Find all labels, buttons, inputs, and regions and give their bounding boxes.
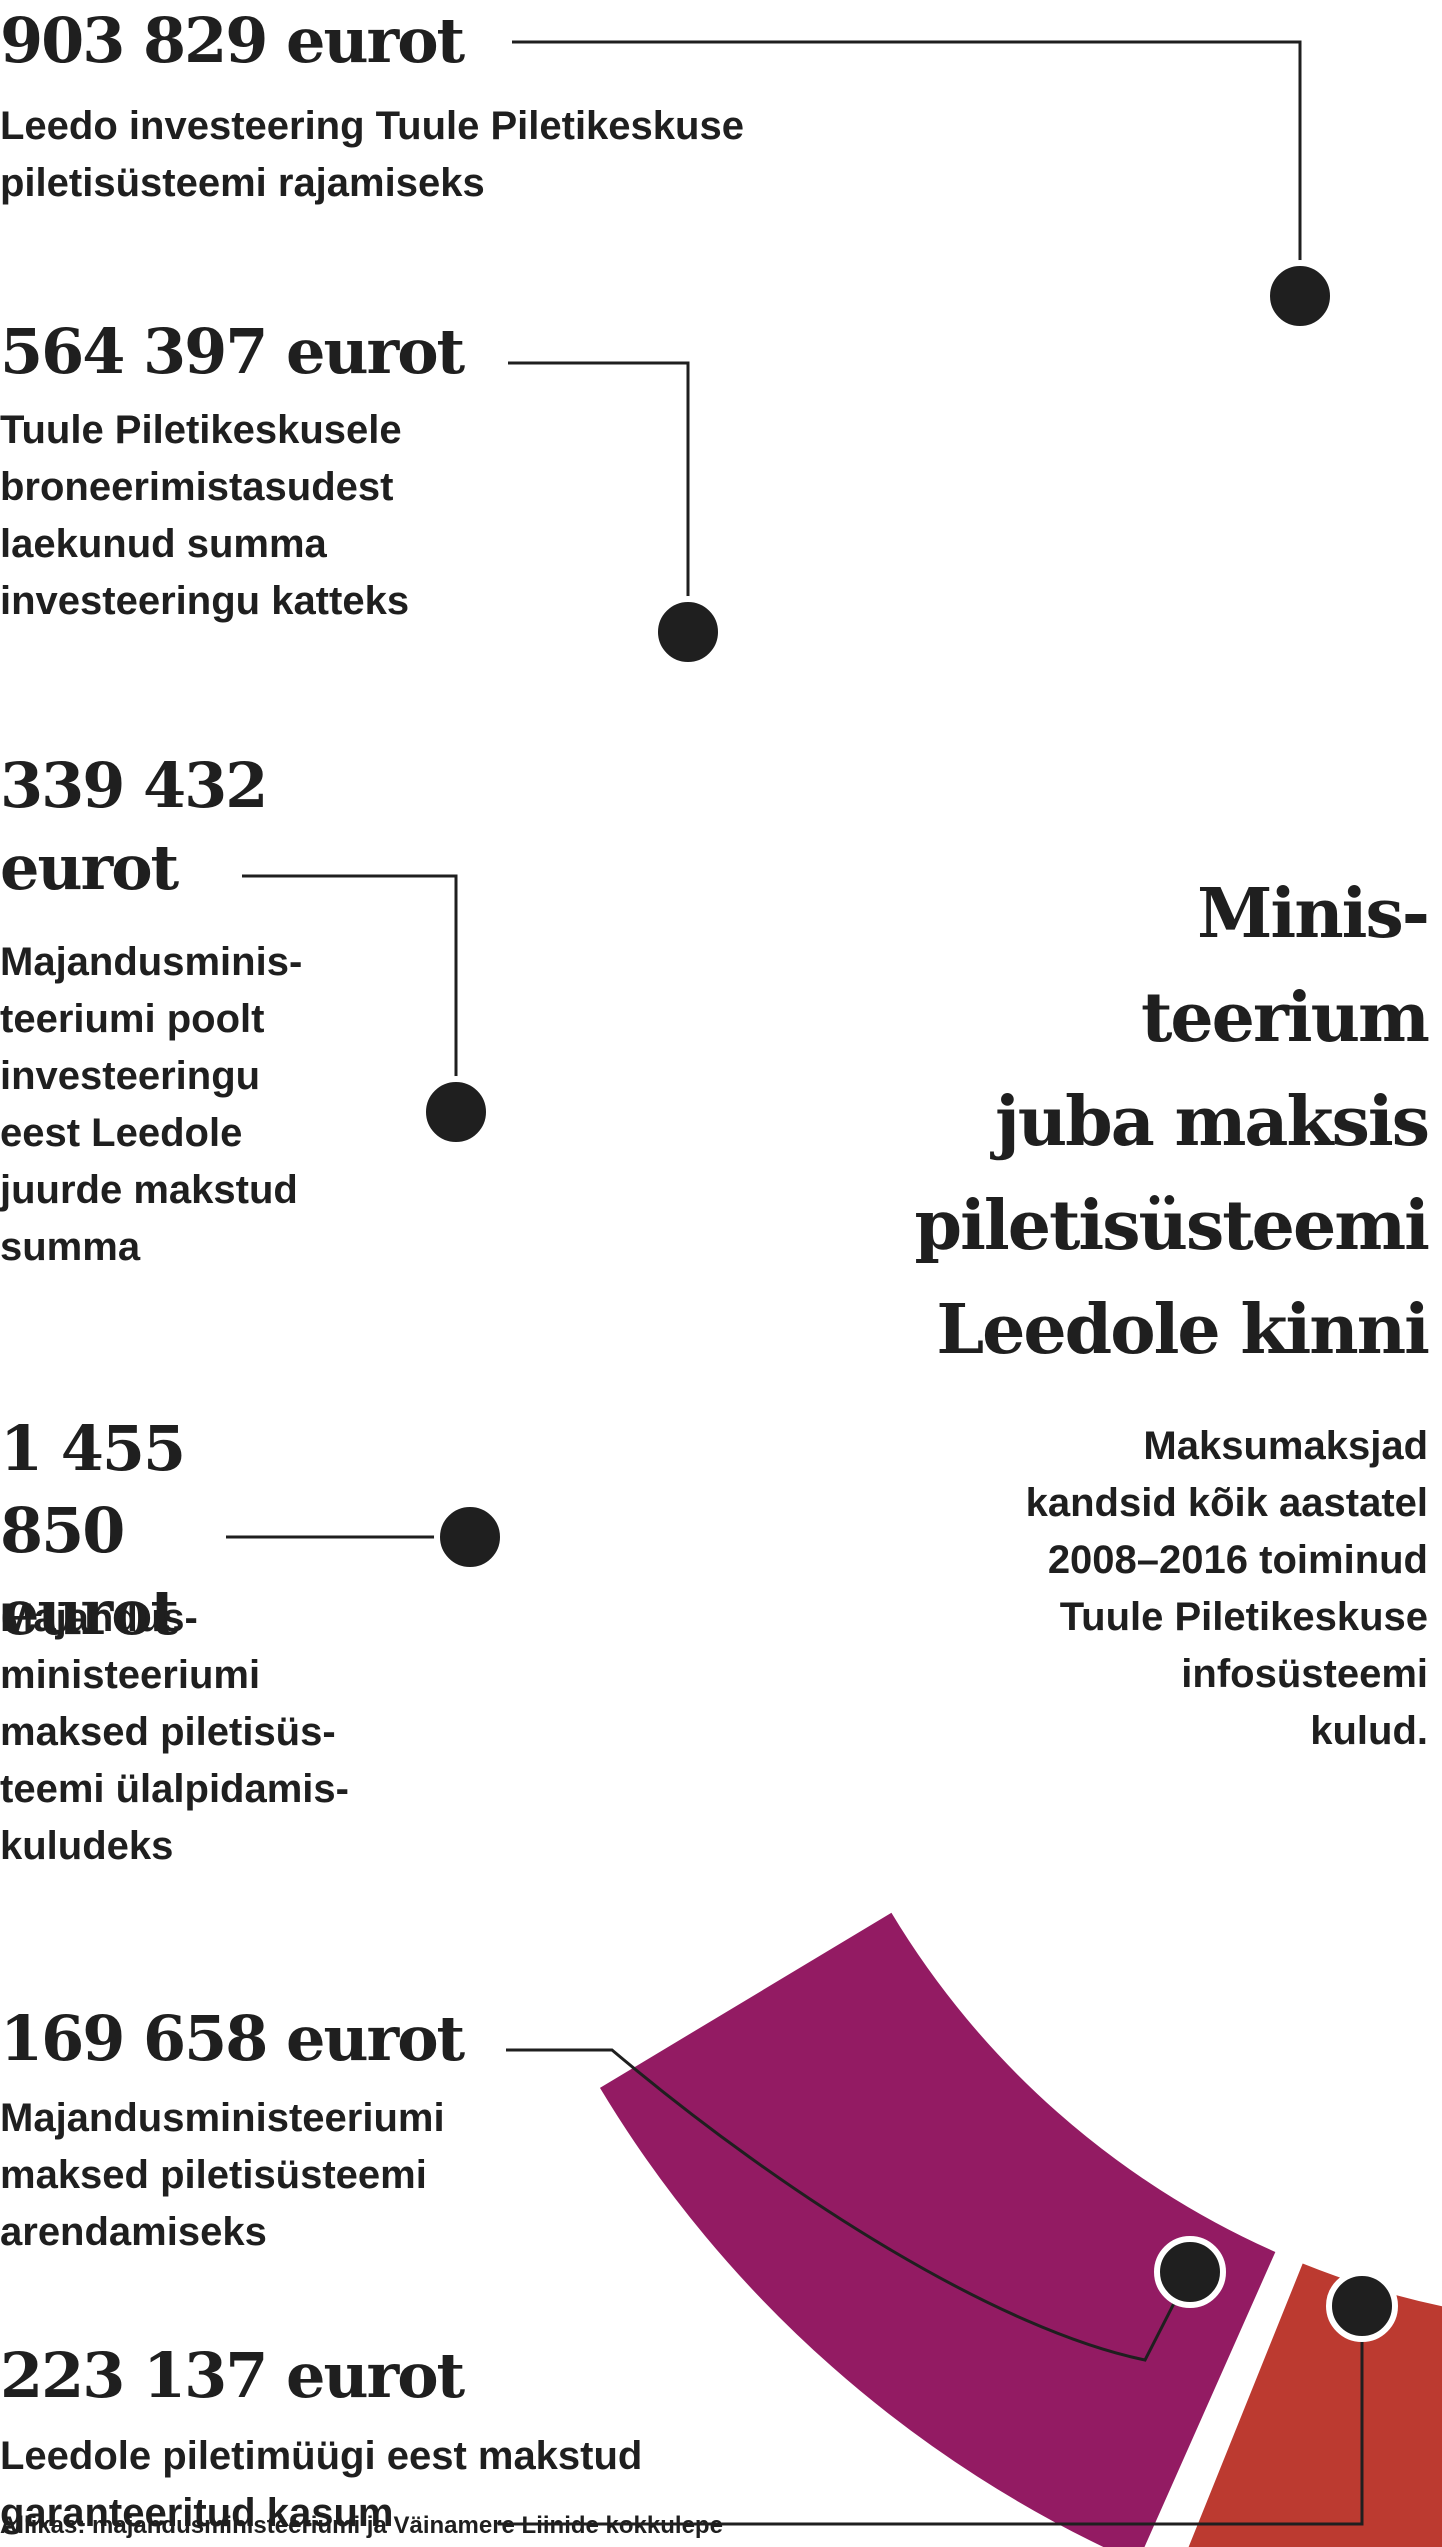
- desc-garanteeritud-kasum: Leedole piletimüügi eest makstud garante…: [0, 2434, 643, 2535]
- amount-broneerimistasud: 564 397 eurot: [0, 315, 465, 388]
- donut-segment-leedo-investeering: [599, 1912, 1276, 2547]
- amount-garanteeritud-kasum: 223 137 eurot: [0, 2339, 465, 2412]
- amount-juurde-makstud: 339 432 eurot: [0, 749, 268, 904]
- leader-dot-juurde-makstud: [420, 1076, 492, 1148]
- amount-arendamine: 169 658 eurot: [0, 2002, 465, 2075]
- leader-lines: [226, 40, 1398, 2526]
- leader-line-broneerimistasud: [508, 361, 690, 632]
- leader-line-juurde-makstud: [242, 874, 458, 1112]
- leader-dot-ulalpidamiskulud: [434, 1501, 506, 1573]
- leader-line-garanteeritud-kasum: [498, 2306, 1364, 2526]
- source-note: Allikas: majandusministeeriumi ja Väinam…: [0, 2512, 723, 2539]
- leader-line-arendamine: [506, 2048, 1192, 2362]
- amount-ulalpidamiskulud: 1 455 850 eurot: [0, 1412, 186, 1649]
- leader-line-leedo-investeering: [512, 40, 1302, 296]
- chart-subtitle: Maksumaksjad kandsid kõik aastatel 2008–…: [1025, 1424, 1428, 1753]
- leader-dot-arendamine: [1154, 2236, 1226, 2308]
- desc-leedo-investeering: Leedo investeering Tuule Piletikeskuse p…: [0, 104, 744, 205]
- desc-ulalpidamiskulud: Majandus- ministeeriumi maksed piletisüs…: [0, 1596, 349, 1868]
- chart-title: Minis- teerium juba maksis piletisüsteem…: [914, 874, 1430, 1370]
- desc-juurde-makstud: Majandusminis- teeriumi poolt investeeri…: [0, 940, 303, 1269]
- desc-arendamine: Majandusministeeriumi maksed piletisüste…: [0, 2096, 445, 2254]
- amount-leedo-investeering: 903 829 eurot: [0, 4, 465, 77]
- leader-dot-broneerimistasud: [652, 596, 724, 668]
- desc-broneerimistasud: Tuule Piletikeskusele broneerimistasudes…: [0, 408, 410, 623]
- leader-dot-garanteeritud-kasum: [1326, 2270, 1398, 2342]
- leader-dot-leedo-investeering: [1264, 260, 1336, 332]
